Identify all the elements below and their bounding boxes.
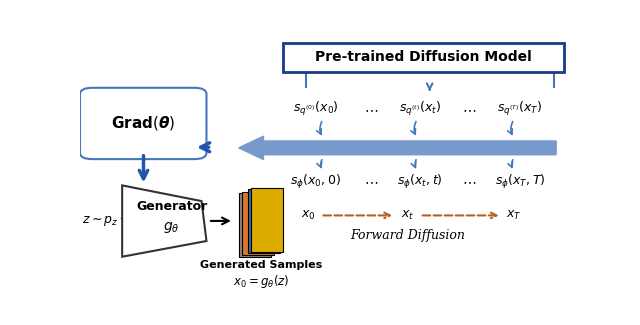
Text: $g_\theta$: $g_\theta$ — [163, 220, 180, 235]
Text: $x_t$: $x_t$ — [401, 209, 414, 222]
FancyBboxPatch shape — [80, 88, 207, 159]
Text: $s_\phi(x_0, 0)$: $s_\phi(x_0, 0)$ — [290, 173, 341, 191]
Bar — [242, 192, 274, 255]
Bar — [239, 193, 271, 257]
Text: $\cdots$: $\cdots$ — [364, 175, 378, 188]
Text: Generated Samples: Generated Samples — [200, 260, 322, 270]
Text: $s_{q^{(T)}}(x_T)$: $s_{q^{(T)}}(x_T)$ — [497, 100, 543, 118]
Bar — [248, 189, 280, 253]
Text: $s_\phi(x_t, t)$: $s_\phi(x_t, t)$ — [397, 173, 443, 191]
Text: $\mathbf{Grad}(\boldsymbol{\theta})$: $\mathbf{Grad}(\boldsymbol{\theta})$ — [111, 114, 175, 133]
Text: $s_\phi(x_T, T)$: $s_\phi(x_T, T)$ — [495, 173, 545, 191]
Text: Generator: Generator — [136, 200, 207, 213]
Text: $\cdots$: $\cdots$ — [462, 102, 477, 116]
Text: Pre-trained Diffusion Model: Pre-trained Diffusion Model — [315, 50, 532, 64]
FancyArrow shape — [239, 136, 556, 160]
Text: $\cdots$: $\cdots$ — [462, 175, 477, 188]
FancyBboxPatch shape — [284, 43, 564, 72]
Polygon shape — [122, 185, 207, 257]
Text: $z \sim p_z \rightarrow$: $z \sim p_z \rightarrow$ — [83, 214, 132, 228]
Text: $x_0$: $x_0$ — [301, 209, 316, 222]
Text: $s_{q^{(t)}}(x_t)$: $s_{q^{(t)}}(x_t)$ — [399, 100, 441, 118]
Text: $x_0 = g_\theta(z)$: $x_0 = g_\theta(z)$ — [233, 273, 289, 290]
Text: $x_T$: $x_T$ — [506, 209, 522, 222]
Text: $\cdots$: $\cdots$ — [364, 102, 378, 116]
Text: $s_{q^{(0)}}(x_0)$: $s_{q^{(0)}}(x_0)$ — [292, 100, 339, 118]
Bar — [251, 188, 283, 252]
Text: Forward Diffusion: Forward Diffusion — [350, 229, 465, 242]
